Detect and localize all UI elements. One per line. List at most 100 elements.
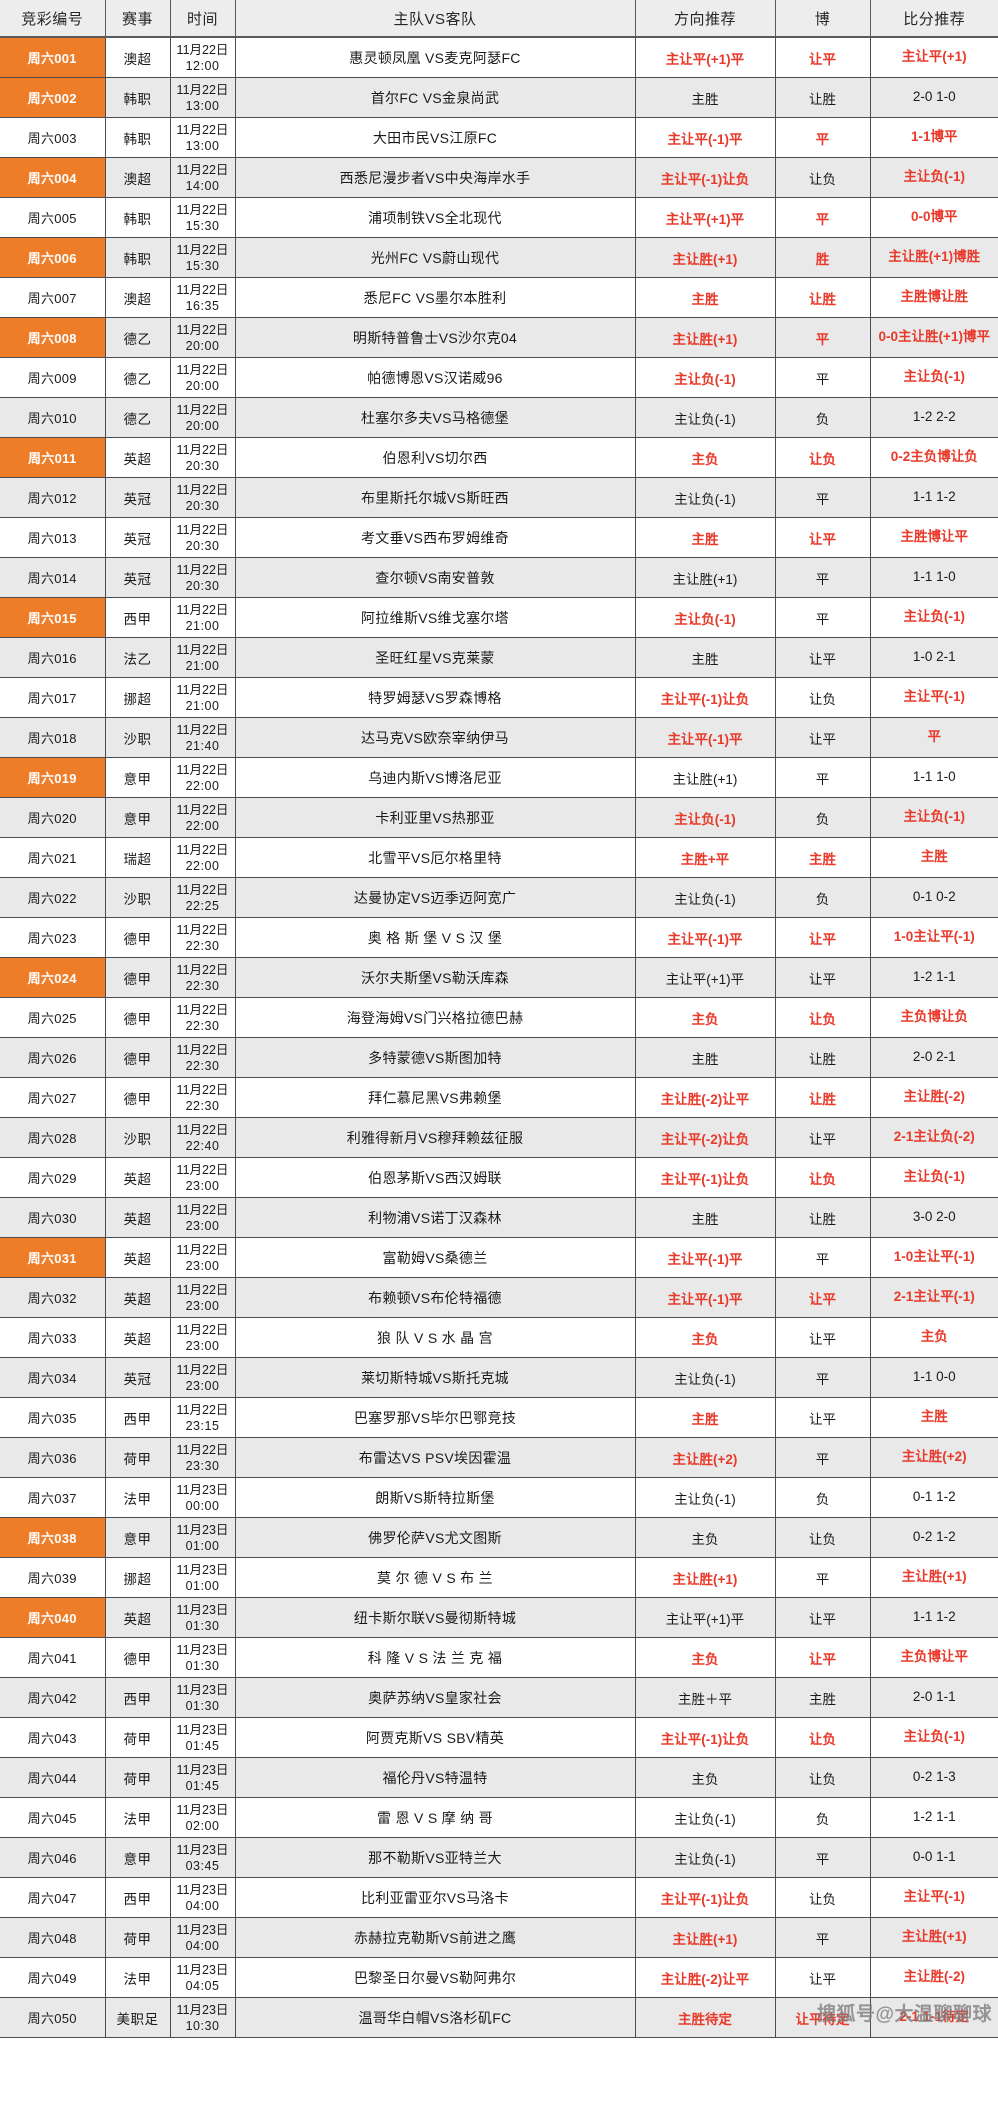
cell-lottery-id: 周六006	[0, 237, 106, 278]
cell-time: 11月22日 20:30	[170, 437, 236, 478]
cell-lottery-id: 周六033	[0, 1317, 106, 1358]
bo-pick-text: 负	[815, 1491, 830, 1507]
cell-bo-pick: 让平待定	[775, 1997, 871, 2038]
cell-direction-pick: 主让负(-1)	[635, 397, 776, 438]
cell-direction-pick: 主让胜(+2)	[635, 1437, 776, 1478]
direction-pick-text: 主让平(+1)平	[665, 971, 745, 987]
direction-pick-text: 主让平(+1)平	[665, 1611, 745, 1627]
score-pick-text: 主让负(-1)	[903, 169, 966, 185]
bo-pick-text: 负	[815, 1811, 830, 1827]
table-row: 周六005 韩职 11月22日 15:30 浦项制铁VS全北现代 主让平(+1)平平 0-0…	[0, 197, 998, 238]
cell-time: 11月23日 01:30	[170, 1637, 236, 1678]
direction-pick-text: 主让负(-1)	[674, 811, 736, 827]
cell-match: 奥萨苏纳VS皇家社会	[235, 1677, 636, 1718]
table-row: 周六037 法甲 11月23日 00:00 朗斯VS斯特拉斯堡 主让负(-1) 负 0-1 1…	[0, 1477, 998, 1518]
direction-pick-text: 主让负(-1)	[674, 611, 736, 627]
bo-pick-text: 平	[815, 1371, 830, 1387]
match-date: 11月22日	[176, 1042, 229, 1057]
cell-direction-pick: 主胜+平	[635, 837, 776, 878]
cell-league: 英超	[105, 437, 171, 478]
cell-bo-pick: 主胜	[775, 837, 871, 878]
cell-time: 11月22日 23:00	[170, 1197, 236, 1238]
cell-league: 意甲	[105, 797, 171, 838]
table-row: 周六043 荷甲 11月23日 01:45 阿贾克斯VS SBV精英 主让平(-1)让负让…	[0, 1717, 998, 1758]
cell-league: 德甲	[105, 957, 171, 998]
cell-time: 11月22日 21:00	[170, 677, 236, 718]
bo-pick-text: 让负	[809, 171, 836, 187]
bo-pick-text: 让胜	[809, 1091, 836, 1107]
table-row: 周六010 德乙 11月22日 20:00 杜塞尔多夫VS马格德堡 主让负(-1) 负 1-2…	[0, 397, 998, 438]
bo-pick-text: 平	[815, 131, 830, 147]
cell-match: 帕德博恩VS汉诺威96	[235, 357, 636, 398]
cell-match: 伯恩利VS切尔西	[235, 437, 636, 478]
cell-bo-pick: 让胜	[775, 277, 871, 318]
cell-direction-pick: 主让平(-1)让负	[635, 1157, 776, 1198]
bo-pick-text: 平	[815, 1451, 830, 1467]
direction-pick-text: 主让平(-1)平	[667, 1251, 743, 1267]
table-row: 周六040 英超 11月23日 01:30 纽卡斯尔联VS曼彻斯特城 主让平(+1)平 让平…	[0, 1597, 998, 1638]
cell-score-pick: 0-2主负博让负	[870, 437, 998, 478]
cell-match: 莫 尔 德 V S 布 兰	[235, 1557, 636, 1598]
direction-pick-text: 主让平(-1)让负	[660, 1891, 750, 1907]
cell-bo-pick: 平	[775, 317, 871, 358]
direction-pick-text: 主胜	[691, 531, 719, 547]
cell-time: 11月22日 21:00	[170, 597, 236, 638]
cell-direction-pick: 主让胜(-2)让平	[635, 1077, 776, 1118]
cell-score-pick: 1-0 2-1	[870, 637, 998, 678]
match-date: 11月22日	[176, 1242, 229, 1257]
cell-direction-pick: 主让平(+1)平	[635, 37, 776, 78]
cell-match: 布雷达VS PSV埃因霍温	[235, 1437, 636, 1478]
match-time: 04:00	[185, 1898, 220, 1913]
bo-pick-text: 让平	[809, 531, 836, 547]
cell-league: 英超	[105, 1277, 171, 1318]
cell-league: 瑞超	[105, 837, 171, 878]
cell-lottery-id: 周六044	[0, 1757, 106, 1798]
cell-bo-pick: 平	[775, 1917, 871, 1958]
cell-lottery-id: 周六003	[0, 117, 106, 158]
cell-bo-pick: 让平	[775, 1637, 871, 1678]
direction-pick-text: 主让胜(+1)	[672, 251, 738, 267]
score-pick-text: 2-1主让平(-1)	[893, 1289, 975, 1305]
cell-direction-pick: 主负	[635, 1757, 776, 1798]
match-time: 22:00	[185, 858, 220, 873]
cell-lottery-id: 周六019	[0, 757, 106, 798]
direction-pick-text: 主让平(-1)平	[667, 931, 743, 947]
cell-time: 11月22日 22:30	[170, 957, 236, 998]
cell-bo-pick: 让负	[775, 1757, 871, 1798]
cell-league: 英超	[105, 1237, 171, 1278]
cell-score-pick: 主让平(-1)	[870, 677, 998, 718]
table-row: 周六003 韩职 11月22日 13:00 大田市民VS江原FC 主让平(-1)平平 1-1…	[0, 117, 998, 158]
cell-lottery-id: 周六047	[0, 1877, 106, 1918]
cell-lottery-id: 周六020	[0, 797, 106, 838]
cell-match: 科 隆 V S 法 兰 克 福	[235, 1637, 636, 1678]
table-row: 周六031 英超 11月22日 23:00 富勒姆VS桑德兰 主让平(-1)平平 1-0主让…	[0, 1237, 998, 1278]
score-pick-text: 主让平(+1)	[901, 49, 967, 65]
bo-pick-text: 让平	[809, 1611, 836, 1627]
cell-bo-pick: 胜	[775, 237, 871, 278]
bo-pick-text: 让平	[809, 731, 836, 747]
bo-pick-text: 让平	[809, 51, 836, 67]
cell-time: 11月22日 23:00	[170, 1237, 236, 1278]
cell-score-pick: 主胜	[870, 837, 998, 878]
cell-time: 11月22日 12:00	[170, 37, 236, 78]
cell-score-pick: 平	[870, 717, 998, 758]
cell-bo-pick: 平	[775, 597, 871, 638]
match-time: 10:30	[185, 2018, 220, 2033]
cell-score-pick: 0-2 1-2	[870, 1517, 998, 1558]
match-time: 22:30	[185, 978, 220, 993]
bo-pick-text: 让平	[809, 1131, 836, 1147]
direction-pick-text: 主让胜(+1)	[672, 771, 738, 787]
direction-pick-text: 主让平(-1)让负	[660, 691, 750, 707]
bo-pick-text: 平	[815, 771, 830, 787]
match-date: 11月23日	[176, 1642, 229, 1657]
cell-lottery-id: 周六043	[0, 1717, 106, 1758]
score-pick-text: 主让平(-1)	[903, 1889, 966, 1905]
direction-pick-text: 主胜＋平	[678, 1691, 732, 1707]
cell-league: 荷甲	[105, 1917, 171, 1958]
cell-league: 西甲	[105, 1397, 171, 1438]
table-row: 周六029 英超 11月22日 23:00 伯恩茅斯VS西汉姆联 主让平(-1)让负 让负主…	[0, 1157, 998, 1198]
match-time: 16:35	[185, 298, 220, 313]
cell-score-pick: 1-1 1-0	[870, 557, 998, 598]
match-time: 22:30	[185, 1058, 220, 1073]
cell-league: 澳超	[105, 277, 171, 318]
